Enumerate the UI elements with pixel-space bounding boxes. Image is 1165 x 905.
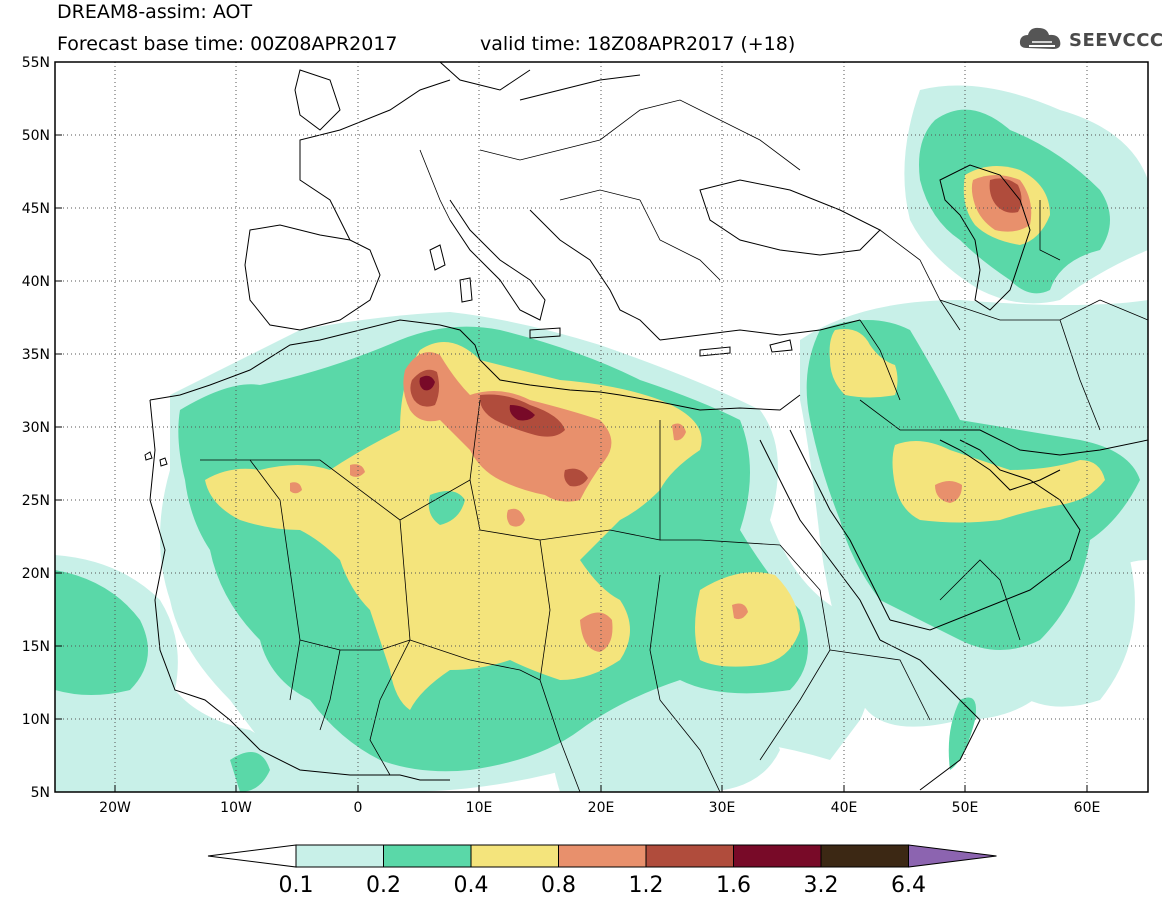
colorbar-swatch (733, 844, 822, 868)
colorbar-tick-label: 3.2 (804, 873, 839, 898)
seevccc-logo: SEEVCCC (1017, 22, 1163, 58)
lat-labels: 55N 50N 45N 40N 35N 30N 25N 20N 15N 10N … (22, 55, 50, 801)
lat-label: 30N (22, 420, 50, 436)
lon-label: 10E (466, 800, 493, 816)
colorbar-tick-label: 6.4 (891, 873, 926, 898)
colorbar-tick-label: 1.2 (629, 873, 664, 898)
map-title: DREAM8-assim: AOT (57, 1, 253, 23)
colorbar-swatch (470, 844, 559, 868)
lat-label: 40N (22, 274, 50, 290)
lon-label: 30E (709, 800, 736, 816)
logo-text: SEEVCCC (1069, 30, 1164, 51)
lon-label: 20E (588, 800, 615, 816)
forecast-base-time: Forecast base time: 00Z08APR2017 (57, 33, 398, 55)
tick-marks (55, 134, 1088, 792)
lon-label: 20W (99, 800, 131, 816)
colorbar-swatch (820, 844, 909, 868)
lat-label: 35N (22, 347, 50, 363)
cloud-icon (1019, 27, 1061, 49)
colorbar-tick-label: 0.8 (541, 873, 576, 898)
lon-label: 40E (831, 800, 858, 816)
lat-label: 20N (22, 566, 50, 582)
colorbar-over-arrow (908, 844, 997, 868)
colorbar-tick-label: 0.4 (454, 873, 489, 898)
valid-time: valid time: 18Z08APR2017 (+18) (480, 33, 796, 55)
country-borders (200, 99, 1148, 792)
lat-label: 55N (22, 55, 50, 71)
lon-label: 0 (354, 800, 363, 816)
lon-labels: 20W 10W 0 10E 20E 30E 40E 50E 60E (99, 800, 1100, 816)
lon-label: 60E (1074, 800, 1101, 816)
lat-label: 5N (31, 785, 50, 801)
lat-label: 10N (22, 712, 50, 728)
colorbar-tick-label: 0.1 (279, 873, 314, 898)
graticule (55, 62, 1148, 792)
lat-label: 15N (22, 639, 50, 655)
lat-label: 25N (22, 493, 50, 509)
colorbar-swatch (383, 844, 472, 868)
colorbar-swatch (295, 844, 384, 868)
lat-label: 50N (22, 128, 50, 144)
colorbar-swatch (645, 844, 734, 868)
colorbar-tick-label: 1.6 (716, 873, 751, 898)
lon-label: 50E (952, 800, 979, 816)
lat-label: 45N (22, 201, 50, 217)
colorbar: 0.1 0.2 0.4 0.8 1.2 1.6 3.2 6.4 (207, 844, 997, 898)
colorbar-swatch (558, 844, 647, 868)
colorbar-tick-label: 0.2 (366, 873, 401, 898)
aot-band-1.6 (419, 375, 535, 421)
lon-label: 10W (220, 800, 252, 816)
colorbar-under-arrow (207, 844, 297, 868)
